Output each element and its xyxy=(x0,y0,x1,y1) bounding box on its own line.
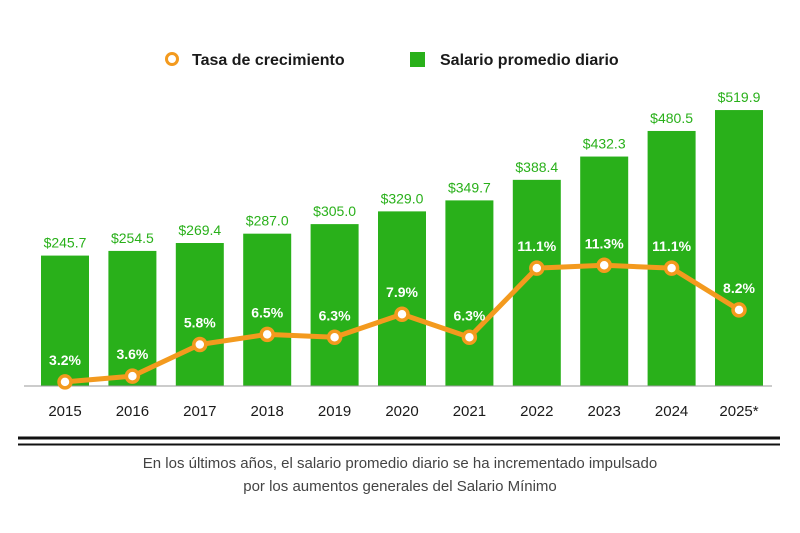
bar-label-2019: $305.0 xyxy=(313,203,356,219)
bar-label-2018: $287.0 xyxy=(246,213,289,229)
bar-label-2021: $349.7 xyxy=(448,179,491,195)
bar-2021 xyxy=(445,200,494,386)
growth-rate-series xyxy=(57,257,747,390)
growth-rate-label-2017: 5.8% xyxy=(184,314,216,330)
x-tick-2018: 2018 xyxy=(251,403,284,420)
growth-rate-label-2019: 6.3% xyxy=(319,307,351,323)
growth-rate-label-2015: 3.2% xyxy=(49,352,81,368)
x-tick-2020: 2020 xyxy=(385,403,418,420)
bar-label-2024: $480.5 xyxy=(650,110,693,126)
bar-label-2015: $245.7 xyxy=(44,235,87,251)
bar-2015 xyxy=(41,255,89,386)
legend-label-daily-salary: Salario promedio diario xyxy=(440,52,619,69)
legend: Tasa de crecimiento Salario promedio dia… xyxy=(165,52,619,69)
bar-2020 xyxy=(378,211,426,386)
growth-rate-point-2023 xyxy=(596,257,612,274)
growth-rate-point-2024 xyxy=(663,260,680,276)
bar-2018 xyxy=(243,233,292,386)
bar-2019 xyxy=(310,224,359,386)
growth-rate-labels: 3.2% 3.6% 5.8% 6.5% 6.3% 7.9% 6.3% 11.1% 11.3% 11… xyxy=(49,235,755,368)
growth-rate-point-2020 xyxy=(394,306,410,322)
x-tick-2022: 2022 xyxy=(520,403,553,420)
x-tick-2019: 2019 xyxy=(318,403,351,420)
caption-line-1: En los últimos años, el salario promedio… xyxy=(142,455,658,472)
growth-rate-point-2017 xyxy=(192,336,208,353)
growth-rate-point-2021 xyxy=(461,329,478,346)
growth-rate-point-2015 xyxy=(57,374,73,390)
bar-label-2022: $388.4 xyxy=(515,159,558,175)
x-tick-2023: 2023 xyxy=(588,403,621,420)
x-axis-ticks: 2015 2016 2017 2018 2019 2020 2021 2022 2023 2024… xyxy=(48,403,758,420)
bar-2024 xyxy=(647,130,696,386)
growth-rate-point-2019 xyxy=(326,329,343,346)
growth-rate-point-2022 xyxy=(529,260,545,276)
legend-marker-daily-salary xyxy=(410,52,425,67)
x-tick-2024: 2024 xyxy=(655,403,688,420)
legend-marker-growth-rate xyxy=(165,52,179,66)
growth-rate-point-2025* xyxy=(731,302,747,318)
bar-2016 xyxy=(108,250,157,386)
x-tick-2021: 2021 xyxy=(453,403,486,420)
growth-rate-label-2022: 11.1% xyxy=(517,238,556,254)
x-tick-2017: 2017 xyxy=(183,403,216,420)
x-tick-2016: 2016 xyxy=(116,403,149,420)
growth-rate-point-2018 xyxy=(259,326,275,343)
bar-2025* xyxy=(715,110,763,387)
caption-line-2: por los aumentos generales del Salario M… xyxy=(243,478,557,495)
growth-rate-label-2018: 6.5% xyxy=(251,304,283,320)
growth-rate-label-2021: 6.3% xyxy=(453,307,485,323)
legend-label-growth-rate: Tasa de crecimiento xyxy=(192,52,345,69)
bar-label-2016: $254.5 xyxy=(111,230,154,246)
bar-2017 xyxy=(175,243,224,386)
growth-rate-label-2016: 3.6% xyxy=(116,346,148,362)
bar-label-2023: $432.3 xyxy=(583,136,626,152)
bar-series xyxy=(41,110,763,387)
bar-label-2025*: $519.9 xyxy=(718,89,761,105)
growth-rate-point-2016 xyxy=(124,368,141,384)
chart: Tasa de crecimiento Salario promedio dia… xyxy=(18,52,780,446)
growth-rate-label-2020: 7.9% xyxy=(386,284,418,300)
caption: En los últimos años, el salario promedio… xyxy=(0,452,800,498)
bar-label-2017: $269.4 xyxy=(178,222,221,238)
bar-label-2020: $329.0 xyxy=(381,190,424,206)
growth-rate-label-2025*: 8.2% xyxy=(723,280,755,296)
x-tick-2015: 2015 xyxy=(48,403,81,420)
growth-rate-label-2024: 11.1% xyxy=(652,238,691,254)
x-tick-2025*: 2025* xyxy=(719,403,758,420)
bar-value-labels: $245.7 $254.5 $269.4 $287.0 $305.0 $329.0 $349… xyxy=(44,89,761,251)
growth-rate-label-2023: 11.3% xyxy=(585,235,624,251)
